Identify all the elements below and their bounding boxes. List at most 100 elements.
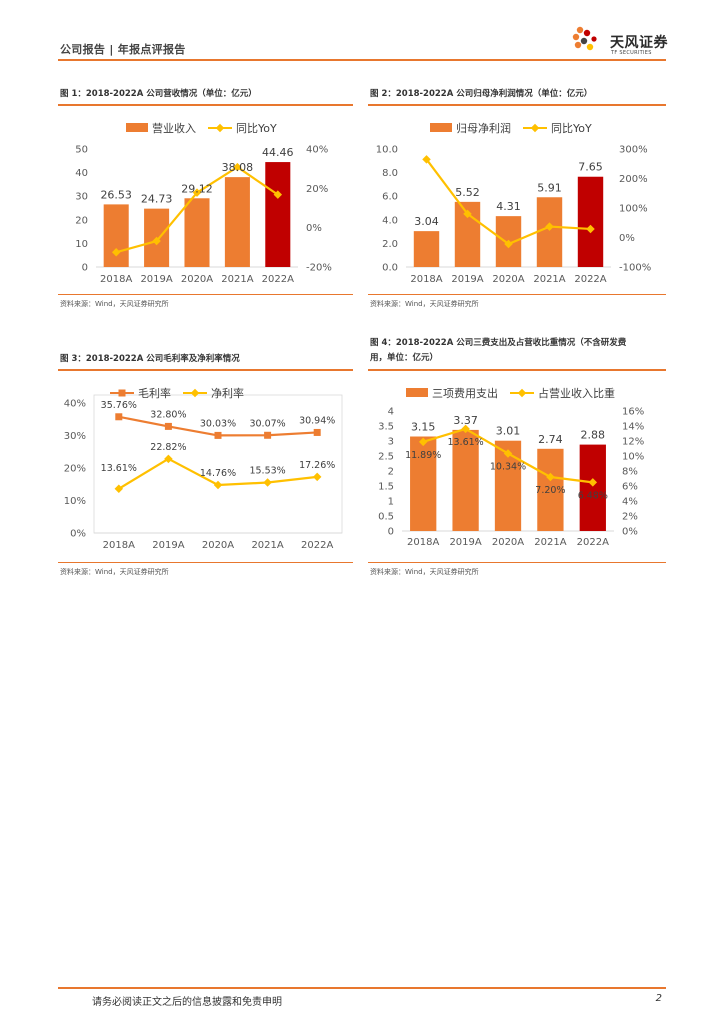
bar-data-label: 29.12 — [181, 182, 213, 195]
left-axis-tick-label: 0.0 — [382, 263, 398, 274]
data-point — [192, 188, 202, 197]
right-axis-tick-label: -100% — [619, 263, 651, 274]
figure-4-top-rule — [368, 369, 666, 371]
logo-petal — [576, 26, 584, 34]
bar — [537, 448, 564, 531]
left-axis-tick-label: 40 — [75, 168, 88, 179]
figure-2-source: 资料来源：Wind，天风证券研究所 — [370, 300, 479, 308]
data-point — [422, 155, 431, 164]
bar-data-label: 2.74 — [538, 433, 563, 446]
left-axis-tick-label: 1 — [388, 497, 394, 508]
line-data-label: 13.61% — [447, 437, 483, 448]
bar-data-label: 4.31 — [496, 200, 521, 213]
figure-1-title: 图 1：2018-2022A 公司营收情况（单位：亿元） — [60, 89, 257, 99]
left-axis-tick-label: 4 — [388, 407, 394, 418]
brand-name: 天风证券 — [610, 35, 668, 51]
bar-data-label: 5.52 — [455, 186, 480, 199]
data-point — [152, 236, 161, 246]
right-axis-tick-label: 20% — [306, 184, 328, 195]
footer-disclaimer: 请务必阅读正文之后的信息披露和免责申明 — [92, 997, 282, 1008]
data-point — [164, 454, 173, 464]
figure-1-bottom-rule — [58, 294, 353, 295]
data-point — [312, 472, 322, 482]
legend-marker — [190, 388, 200, 398]
line-data-label: 14.76% — [200, 468, 236, 479]
left-axis-tick-label: 0% — [70, 529, 86, 540]
figure-3-bottom-rule — [58, 562, 353, 563]
bar-data-label: 24.73 — [141, 193, 173, 206]
bar-data-label: 38.08 — [222, 161, 254, 174]
legend-swatch-bar — [406, 388, 428, 397]
header-divider — [58, 59, 666, 61]
bar-data-label: 3.15 — [411, 421, 436, 434]
figure-4-source: 资料来源：Wind，天风证券研究所 — [370, 568, 479, 576]
category-label: 2018A — [103, 540, 135, 551]
line-data-label: 11.89% — [405, 450, 441, 461]
right-axis-tick-label: 4% — [622, 497, 638, 508]
bar-data-label: 44.46 — [262, 146, 294, 159]
figure-4-title-line2: 用，单位：亿元） — [370, 353, 439, 363]
right-axis-tick-label: 0% — [619, 233, 635, 244]
bar — [265, 162, 291, 267]
left-axis-tick-label: 10.0 — [376, 145, 398, 156]
data-point — [313, 428, 321, 436]
left-axis-tick-label: 10% — [64, 496, 86, 507]
category-label: 2018A — [100, 274, 132, 285]
logo-petal — [591, 36, 597, 42]
data-point — [214, 431, 222, 439]
figure-1-revenue-chart: 50 40 30 20 10 0 40% 20% 0% -20% 2018A 2019A 2020A 20… — [75, 121, 332, 285]
brand-subtitle: TF SECURITIES — [611, 50, 652, 56]
line-data-label: 30.94% — [299, 415, 335, 426]
figure-2-net-profit-chart: 10.0 8.0 6.0 4.0 2.0 0.0 300% 200% 100% 0% -100% 20… — [376, 121, 651, 285]
left-axis-tick-label: 10 — [75, 239, 88, 250]
left-axis-tick-label: 2.5 — [378, 452, 394, 463]
category-label: 2021A — [533, 274, 565, 285]
right-axis-tick-label: 0% — [306, 223, 322, 234]
left-axis-tick-label: 0.5 — [378, 512, 394, 523]
logo-petal — [574, 41, 582, 49]
right-axis-tick-label: 6% — [622, 482, 638, 493]
figure-1-source: 资料来源：Wind，天风证券研究所 — [60, 300, 169, 308]
line-data-label: 32.80% — [150, 409, 186, 420]
category-label: 2019A — [449, 537, 481, 548]
bar — [536, 197, 563, 267]
legend-label: 毛利率 — [138, 386, 171, 400]
left-axis-tick-label: 1.5 — [378, 482, 394, 493]
data-point — [263, 478, 272, 487]
line-data-label: 30.07% — [249, 418, 285, 429]
data-point — [504, 239, 513, 249]
left-axis-tick-label: 0 — [82, 263, 88, 274]
bar — [452, 429, 479, 531]
category-label: 2021A — [251, 540, 283, 551]
legend-label: 净利率 — [211, 386, 244, 400]
left-axis-tick-label: 30% — [64, 431, 86, 442]
right-axis-tick-label: -20% — [306, 263, 332, 274]
right-axis-tick-label: 16% — [622, 407, 644, 418]
data-point — [164, 422, 172, 430]
category-label: 2019A — [152, 540, 184, 551]
line-data-label: 6.48% — [578, 490, 608, 501]
category-label: 2018A — [407, 537, 439, 548]
bar — [410, 436, 437, 531]
legend-label: 营业收入 — [152, 121, 196, 135]
category-label: 2022A — [577, 537, 609, 548]
category-label: 2021A — [221, 274, 253, 285]
category-label: 2022A — [574, 274, 606, 285]
figure-4-bottom-rule — [368, 562, 666, 563]
bar — [413, 231, 440, 267]
figure-2-title: 图 2：2018-2022A 公司归母净利润情况（单位：亿元） — [370, 89, 593, 99]
footer-divider — [58, 987, 666, 989]
figure-1-top-rule — [58, 104, 353, 106]
line-data-label: 10.34% — [490, 461, 526, 472]
left-axis-tick-label: 6.0 — [382, 192, 398, 203]
bar-data-label: 26.53 — [100, 188, 132, 201]
legend-marker — [215, 123, 225, 133]
right-axis-tick-label: 0% — [622, 527, 638, 538]
legend-label: 三项费用支出 — [432, 386, 498, 400]
line-data-label: 13.61% — [101, 463, 137, 474]
legend-swatch-bar — [126, 123, 148, 132]
data-point — [115, 413, 123, 421]
right-axis-tick-label: 2% — [622, 512, 638, 523]
bar — [184, 198, 210, 267]
report-header: 公司报告 | 年报点评报告 — [60, 43, 186, 56]
